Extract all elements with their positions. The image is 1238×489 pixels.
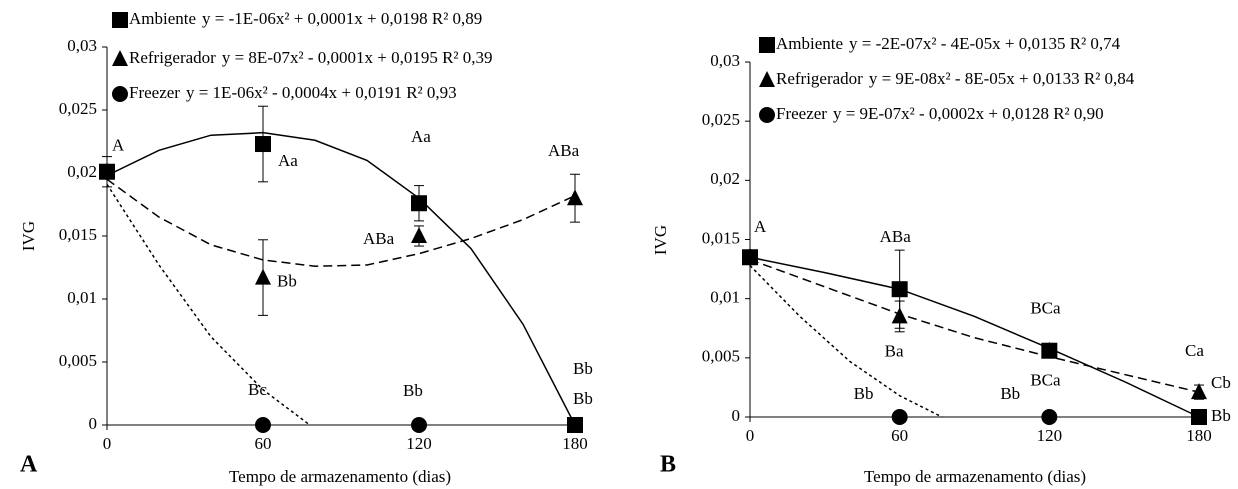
y-axis-title: IVG — [19, 221, 38, 251]
legend-equation: y = 1E-06x² - 0,0004x + 0,0191 R² 0,93 — [186, 83, 457, 102]
y-tick-label: 0,03 — [67, 36, 97, 55]
x-tick-label: 0 — [746, 426, 755, 445]
point-label: A — [754, 217, 767, 236]
y-tick-label: 0,025 — [59, 99, 97, 118]
point-label: Bb — [277, 271, 297, 290]
legend-marker — [112, 50, 128, 66]
triangle-marker — [411, 227, 427, 243]
y-tick-label: 0 — [89, 414, 98, 433]
panel-label: B — [660, 452, 676, 478]
point-label: Ca — [1185, 341, 1204, 360]
point-label: Bb — [403, 381, 423, 400]
point-label: Ba — [885, 341, 904, 360]
triangle-marker — [1041, 341, 1058, 358]
point-label: BCa — [1030, 371, 1061, 390]
fit-curve — [749, 256, 1200, 418]
circle-marker — [411, 417, 427, 433]
circle-marker — [1041, 409, 1058, 425]
y-tick-label: 0,025 — [702, 110, 740, 129]
y-tick-label: 0,005 — [702, 347, 740, 366]
x-tick-label: 180 — [562, 434, 588, 453]
circle-marker — [567, 417, 583, 433]
circle-marker — [891, 409, 908, 425]
legend-label: Ambiente — [129, 9, 196, 28]
triangle-marker — [891, 307, 908, 324]
y-tick-label: 0,03 — [710, 51, 740, 70]
point-label: BCa — [1030, 299, 1061, 318]
square-marker — [411, 195, 427, 212]
x-tick-label: 60 — [255, 434, 272, 453]
point-label: Aa — [411, 127, 431, 146]
point-label: ABa — [548, 141, 580, 160]
y-tick-label: 0,02 — [67, 162, 97, 181]
legend-label: Refrigerador — [129, 48, 216, 67]
fit-curve — [749, 258, 1200, 393]
legend-equation: y = 9E-07x² - 0,0002x + 0,0128 R² 0,90 — [833, 104, 1104, 123]
y-tick-label: 0,015 — [59, 225, 97, 244]
point-label: ABa — [880, 227, 912, 246]
y-axis-title: IVG — [651, 225, 670, 255]
legend-equation: y = 8E-07x² - 0,0001x + 0,0195 R² 0,39 — [222, 48, 493, 67]
x-axis-title: Tempo de armazenamento (dias) — [864, 467, 1086, 486]
legend-marker — [112, 12, 128, 28]
legend-label: Refrigerador — [776, 69, 863, 88]
x-tick-label: 60 — [891, 426, 908, 445]
point-label: Aa — [278, 151, 298, 170]
y-tick-label: 0,005 — [59, 351, 97, 370]
point-label: Bb — [1000, 384, 1020, 403]
point-label: Bb — [573, 359, 593, 378]
legend-label: Freezer — [129, 83, 180, 102]
square-marker — [891, 281, 908, 298]
circle-marker — [255, 417, 271, 433]
x-axis-title: Tempo de armazenamento (dias) — [229, 467, 451, 486]
point-label: ABa — [363, 229, 395, 248]
point-label: Bc — [248, 380, 267, 399]
square-marker — [255, 136, 271, 153]
triangle-marker — [1191, 383, 1207, 400]
legend-equation: y = 9E-08x² - 8E-05x + 0,0133 R² 0,84 — [869, 69, 1135, 88]
legend-label: Ambiente — [776, 34, 843, 53]
point-label: Bb — [854, 384, 874, 403]
fit-curve — [749, 265, 943, 418]
circle-marker — [742, 249, 758, 266]
x-tick-label: 0 — [103, 434, 112, 453]
fit-curve — [106, 131, 576, 426]
point-label: Cb — [1211, 373, 1231, 392]
y-tick-label: 0,01 — [67, 288, 97, 307]
legend-marker — [112, 86, 128, 102]
triangle-marker — [255, 268, 271, 285]
x-tick-label: 180 — [1186, 426, 1212, 445]
legend-marker — [759, 71, 775, 87]
circle-marker — [1191, 409, 1207, 425]
panel-label: A — [20, 452, 38, 478]
legend-marker — [759, 37, 775, 53]
legend-marker — [759, 107, 775, 123]
y-tick-label: 0,015 — [702, 228, 740, 247]
y-tick-label: 0,01 — [710, 288, 740, 307]
legend-equation: y = -1E-06x² + 0,0001x + 0,0198 R² 0,89 — [202, 9, 482, 28]
fit-curve — [106, 178, 576, 267]
y-tick-label: 0,02 — [710, 169, 740, 188]
point-label: Bb — [573, 389, 593, 408]
legend-equation: y = -2E-07x² - 4E-05x + 0,0135 R² 0,74 — [849, 34, 1121, 53]
triangle-marker — [567, 189, 583, 206]
x-tick-label: 120 — [1037, 426, 1063, 445]
x-tick-label: 120 — [406, 434, 432, 453]
point-label: A — [112, 136, 125, 155]
point-label: Bb — [1211, 406, 1231, 425]
fit-curve — [106, 183, 311, 426]
circle-marker — [99, 163, 115, 180]
legend-label: Freezer — [776, 104, 827, 123]
y-tick-label: 0 — [732, 406, 741, 425]
